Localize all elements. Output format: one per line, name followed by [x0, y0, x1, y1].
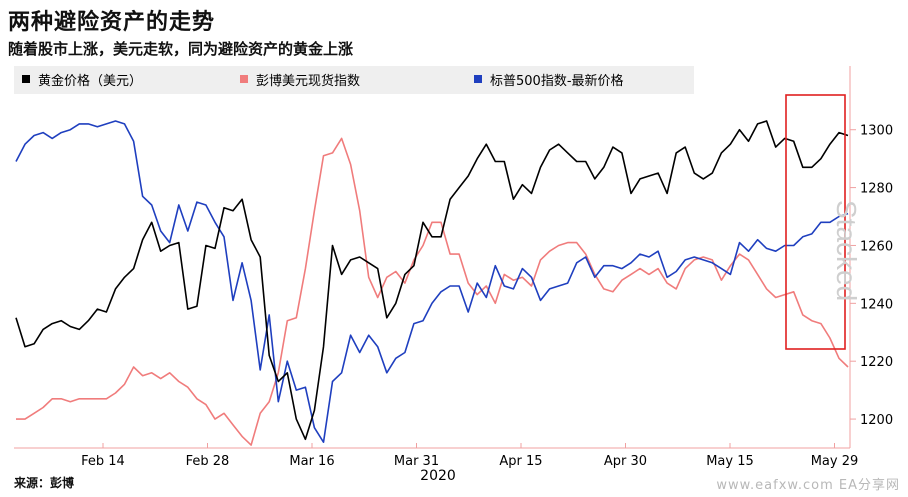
series-line-sp500	[15, 120, 849, 443]
legend-swatch-dollar	[240, 75, 248, 83]
site-watermark: www.eafxw.com EA分享网	[716, 478, 900, 493]
legend-label-dollar: 彭博美元现货指数	[256, 73, 360, 89]
x-tick-label: Apr 30	[604, 454, 647, 469]
highlight-box	[785, 94, 846, 350]
y-tick-label: 1280	[860, 182, 893, 197]
legend-label-sp500: 标普500指数-最新价格	[490, 73, 624, 89]
source-note: 来源：彭博	[14, 476, 75, 490]
x-tick-label: Feb 28	[186, 454, 230, 469]
x-tick-label: May 29	[811, 454, 859, 469]
chart-subtitle: 随着股市上涨，美元走软，同为避险资产的黄金上涨	[8, 40, 354, 58]
chart-title: 两种避险资产的走势	[8, 10, 216, 35]
series-line-dollar	[16, 137, 849, 446]
legend: 黄金价格（美元） 彭博美元现货指数 标普500指数-最新价格	[22, 73, 624, 89]
y-tick-label: 1220	[860, 355, 893, 370]
x-tick-label: Apr 15	[499, 454, 542, 469]
x-axis-year-label: 2020	[420, 468, 456, 484]
x-tick-label: May 15	[706, 454, 754, 469]
x-axis-ticks: Feb 14 Feb 28 Mar 16 Mar 31 Apr 15 Apr 30 May …	[81, 443, 858, 469]
series-line-gold	[15, 120, 849, 441]
legend-background	[14, 66, 694, 94]
y-axis-ticks: 1200 1220 1240 1260 1280 1300	[850, 124, 893, 428]
x-tick-label: Mar 31	[394, 454, 439, 469]
legend-label-gold: 黄金价格（美元）	[38, 73, 142, 89]
x-tick-label: Mar 16	[289, 454, 334, 469]
y-tick-label: 1260	[860, 239, 893, 254]
brand-watermark: Stacked	[831, 200, 862, 302]
y-tick-label: 1200	[860, 413, 893, 428]
x-tick-label: Feb 14	[81, 454, 125, 469]
legend-swatch-sp500	[474, 75, 482, 83]
y-tick-label: 1240	[860, 297, 893, 312]
legend-swatch-gold	[22, 75, 30, 83]
series-layer	[15, 120, 849, 446]
y-tick-label: 1300	[860, 124, 893, 139]
